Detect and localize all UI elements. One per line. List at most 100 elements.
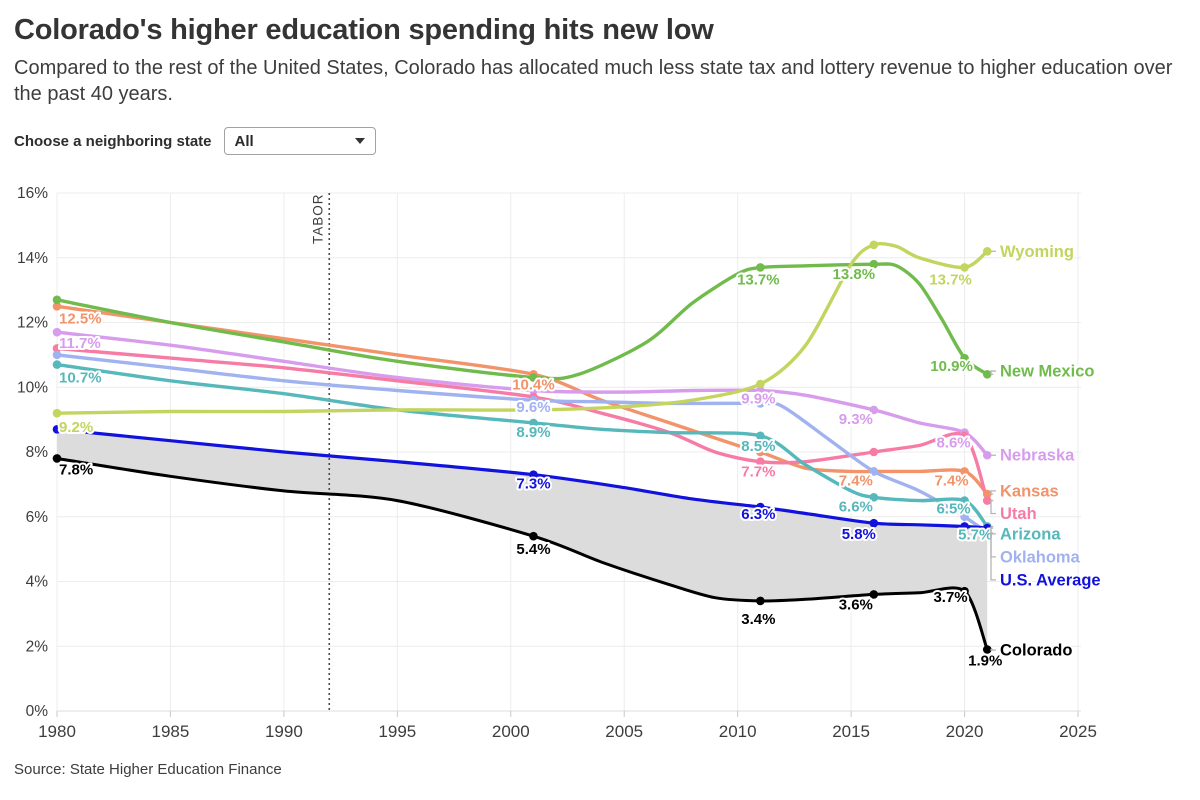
data-point bbox=[529, 396, 538, 405]
series-end-labels: Kansas Nebraska Utah Oklahoma Arizona New Mex… bbox=[990, 242, 1102, 661]
state-select-label: Choose a neighboring state bbox=[14, 132, 212, 150]
series-markers-wyoming bbox=[52, 240, 992, 418]
data-point bbox=[529, 405, 538, 415]
value-label: 5.7% bbox=[958, 527, 992, 544]
series-end-label-arizona: Arizona bbox=[1000, 526, 1061, 544]
series-end-label-colorado: Colorado bbox=[1000, 642, 1072, 660]
series-line-wyoming bbox=[55, 242, 989, 416]
value-label: 13.7% bbox=[929, 272, 972, 289]
data-point bbox=[52, 425, 62, 434]
data-point bbox=[52, 350, 62, 360]
chevron-down-icon bbox=[354, 138, 365, 145]
series-line-nebraska bbox=[55, 330, 989, 458]
data-point bbox=[960, 496, 969, 506]
value-label: 7.3% bbox=[516, 476, 550, 493]
x-tick-label: 2015 bbox=[832, 722, 870, 741]
data-point bbox=[960, 587, 969, 596]
data-point bbox=[756, 431, 765, 441]
spending-line-chart: TABOR 0% 2% 4% 6% 8% 10% 12% 14% 16% 1980 1985 1990 1… bbox=[17, 185, 1102, 741]
data-point bbox=[982, 524, 992, 533]
data-point bbox=[982, 496, 992, 506]
x-tick-label: 2000 bbox=[492, 722, 530, 741]
y-tick-label: 2% bbox=[26, 639, 49, 656]
value-label: 7.7% bbox=[741, 464, 775, 481]
data-point bbox=[756, 503, 765, 512]
value-labels-arizona: 10.7% 8.9% 8.5% 6.6% 6.5% 5.7% bbox=[57, 368, 994, 546]
value-label: 12.5% bbox=[59, 311, 102, 328]
data-point bbox=[529, 418, 538, 428]
value-label: 8.6% bbox=[936, 435, 970, 452]
chart-controls: Choose a neighboring state All bbox=[14, 127, 1200, 156]
data-point bbox=[52, 360, 62, 370]
value-label: 10.7% bbox=[59, 370, 102, 387]
value-label: 8.5% bbox=[741, 438, 775, 455]
page-title: Colorado's higher education spending hit… bbox=[14, 14, 714, 46]
value-labels-kansas: 12.5% 10.4% 7.4% 7.4% bbox=[57, 309, 971, 492]
data-point bbox=[869, 493, 879, 502]
value-label: 7.8% bbox=[59, 462, 93, 479]
source-note: Source: State Higher Education Finance bbox=[14, 761, 282, 779]
y-tick-label: 14% bbox=[17, 250, 48, 267]
value-label: 3.7% bbox=[933, 590, 967, 607]
data-point bbox=[869, 448, 879, 457]
leader-line bbox=[990, 490, 996, 496]
y-tick-label: 0% bbox=[26, 703, 49, 720]
data-point bbox=[52, 302, 62, 311]
series-end-label-u-s-average: U.S. Average bbox=[1000, 572, 1101, 590]
tabor-label: TABOR bbox=[310, 194, 325, 245]
value-label: 3.4% bbox=[741, 611, 775, 628]
data-point bbox=[960, 354, 969, 363]
data-point bbox=[756, 596, 765, 606]
data-point bbox=[529, 386, 538, 396]
leader-line bbox=[990, 649, 996, 652]
data-point bbox=[756, 399, 765, 409]
series-markers-new-mexico bbox=[52, 260, 992, 383]
series-end-label-new-mexico: New Mexico bbox=[1000, 363, 1094, 381]
data-point bbox=[529, 373, 538, 383]
data-point bbox=[960, 467, 969, 477]
value-labels-nebraska: 11.7% 9.9% 9.3% 8.6% bbox=[57, 334, 973, 454]
data-point bbox=[960, 431, 969, 441]
value-label: 3.6% bbox=[839, 597, 873, 614]
value-label: 10.9% bbox=[930, 358, 973, 375]
x-tick-label: 2010 bbox=[719, 722, 757, 741]
value-label: 11.7% bbox=[59, 336, 101, 353]
state-select[interactable]: All bbox=[223, 127, 376, 156]
value-label: 10.4% bbox=[512, 377, 555, 394]
series-markers-colorado bbox=[52, 454, 992, 655]
data-point bbox=[960, 512, 969, 522]
data-point bbox=[52, 454, 62, 464]
x-tick-label: 2025 bbox=[1059, 722, 1097, 741]
leader-line bbox=[990, 500, 996, 515]
data-point bbox=[869, 467, 879, 477]
series-line-u-s-average bbox=[55, 428, 989, 531]
series-end-label-wyoming: Wyoming bbox=[1000, 243, 1074, 261]
value-label: 6.5% bbox=[936, 501, 970, 518]
data-point bbox=[982, 451, 992, 460]
y-tick-label: 12% bbox=[17, 315, 48, 332]
y-tick-label: 8% bbox=[26, 444, 49, 461]
page-subtitle: Compared to the rest of the United State… bbox=[14, 57, 1173, 106]
us-colorado-gap-band bbox=[57, 429, 988, 650]
value-labels-utah: 7.7% bbox=[739, 462, 777, 483]
y-tick-label: 4% bbox=[26, 574, 49, 591]
data-point bbox=[869, 405, 879, 415]
axis-labels: 0% 2% 4% 6% 8% 10% 12% 14% 16% 1980 1985 1990 1995 20… bbox=[17, 185, 1097, 741]
tabor-annotation: TABOR bbox=[310, 193, 331, 712]
state-select-value: All bbox=[234, 132, 254, 150]
data-point bbox=[960, 263, 969, 273]
data-point bbox=[52, 295, 62, 305]
series-line-kansas bbox=[55, 304, 989, 497]
data-point bbox=[982, 247, 992, 256]
x-tick-label: 1985 bbox=[152, 722, 190, 741]
x-tick-label: 1995 bbox=[378, 722, 416, 741]
value-label: 6.6% bbox=[839, 499, 873, 516]
value-label: 13.7% bbox=[737, 272, 780, 289]
x-tick-label: 1980 bbox=[38, 722, 76, 741]
value-labels-u-s-average: 7.3% 6.3% 5.8% bbox=[514, 474, 878, 546]
value-label: 9.2% bbox=[59, 419, 93, 436]
leader-line bbox=[990, 370, 996, 376]
value-label: 8.9% bbox=[516, 424, 550, 441]
value-label: 7.4% bbox=[839, 473, 873, 490]
series-end-label-nebraska: Nebraska bbox=[1000, 447, 1075, 465]
